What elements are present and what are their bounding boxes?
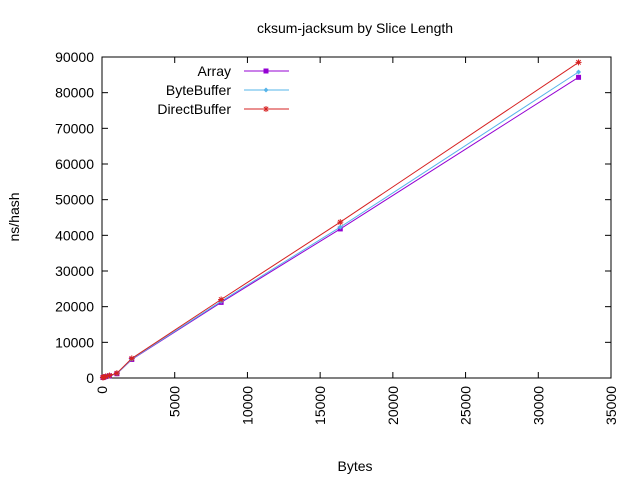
legend-label-array: Array xyxy=(198,63,231,79)
y-tick-label: 60000 xyxy=(55,156,94,172)
x-tick-label: 30000 xyxy=(530,386,546,425)
data-point-directbuffer xyxy=(113,370,120,377)
legend-label-bytebuffer: ByteBuffer xyxy=(166,82,231,98)
x-tick-label: 10000 xyxy=(239,386,255,425)
data-point-directbuffer xyxy=(128,355,135,362)
y-tick-label: 10000 xyxy=(55,334,94,350)
data-point-bytebuffer xyxy=(576,69,582,75)
y-tick-label: 70000 xyxy=(55,120,94,136)
y-tick-label: 80000 xyxy=(55,85,94,101)
data-point-directbuffer xyxy=(337,219,344,226)
data-point-directbuffer xyxy=(102,373,109,380)
data-point-directbuffer xyxy=(100,374,107,381)
data-point-bytebuffer xyxy=(337,224,343,230)
y-tick-label: 0 xyxy=(86,370,94,386)
x-tick-label: 25000 xyxy=(458,386,474,425)
y-tick-label: 30000 xyxy=(55,263,94,279)
x-tick-label: 0 xyxy=(94,386,110,394)
data-point-directbuffer xyxy=(575,59,582,66)
legend-marker-directbuffer xyxy=(263,106,269,112)
x-tick-label: 5000 xyxy=(167,386,183,417)
legend: Array ByteBuffer DirectBuffer xyxy=(157,63,289,117)
legend-marker-bytebuffer xyxy=(263,87,269,93)
plot-frame xyxy=(101,56,612,379)
data-point-directbuffer xyxy=(106,372,113,379)
legend-label-directbuffer: DirectBuffer xyxy=(157,101,231,117)
x-tick-label: 15000 xyxy=(312,386,328,425)
y-tick-label: 90000 xyxy=(55,49,94,65)
data-point-array xyxy=(576,74,582,80)
series-directbuffer xyxy=(99,59,582,381)
series-layer xyxy=(99,59,582,381)
y-axis-label: ns/hash xyxy=(6,192,22,241)
x-tick-label: 35000 xyxy=(603,386,619,425)
data-point-directbuffer xyxy=(218,296,225,303)
x-axis-label: Bytes xyxy=(337,458,372,474)
axes: 0100002000030000400005000060000700008000… xyxy=(55,49,619,425)
y-tick-label: 20000 xyxy=(55,299,94,315)
legend-marker-array xyxy=(263,68,269,74)
y-tick-label: 50000 xyxy=(55,192,94,208)
y-tick-label: 40000 xyxy=(55,227,94,243)
chart-title: cksum-jacksum by Slice Length xyxy=(257,20,453,36)
x-tick-label: 20000 xyxy=(385,386,401,425)
